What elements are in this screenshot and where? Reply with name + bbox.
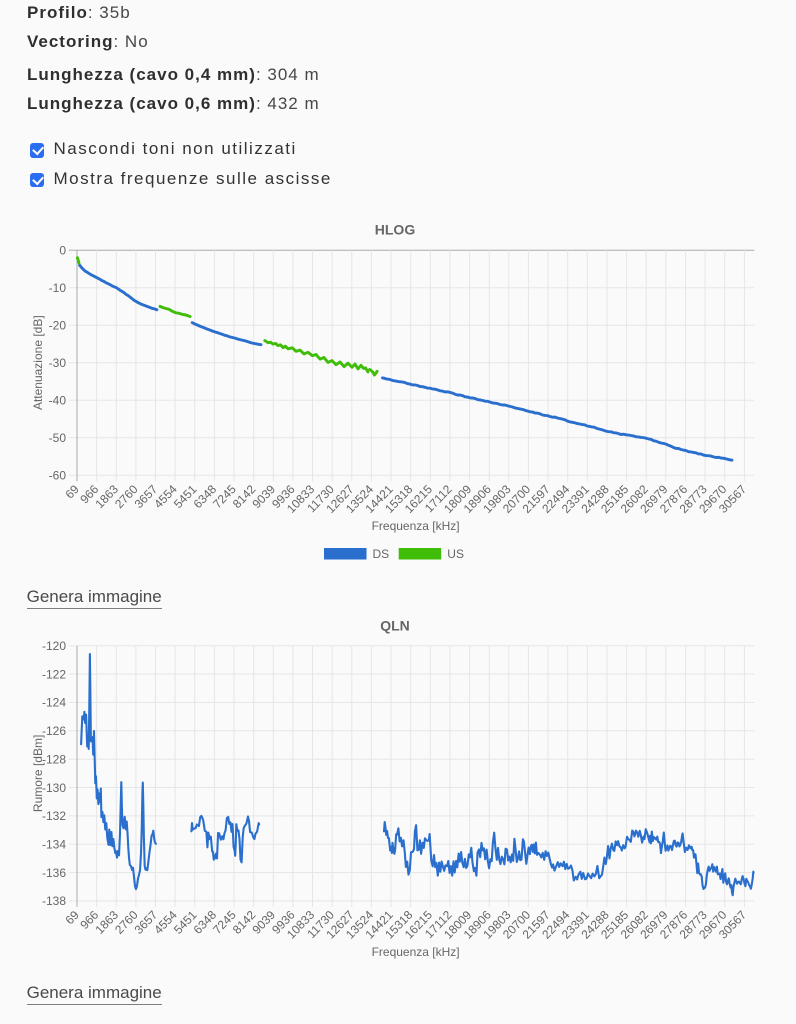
svg-text:-120: -120 — [42, 639, 66, 653]
svg-text:-130: -130 — [42, 781, 66, 795]
svg-text:-50: -50 — [49, 431, 67, 445]
svg-text:HLOG: HLOG — [375, 222, 416, 238]
svg-text:Rumore [dBm]: Rumore [dBm] — [31, 735, 45, 812]
svg-text:-128: -128 — [42, 752, 66, 766]
svg-text:-122: -122 — [42, 667, 66, 681]
svg-text:0: 0 — [59, 243, 66, 257]
svg-text:US: US — [447, 547, 464, 561]
svg-text:-132: -132 — [42, 809, 66, 823]
svg-text:-20: -20 — [49, 318, 67, 332]
svg-text:-126: -126 — [42, 724, 66, 738]
svg-text:-40: -40 — [49, 393, 67, 407]
svg-text:Attenuazione [dB]: Attenuazione [dB] — [31, 315, 45, 410]
svg-text:-138: -138 — [42, 894, 66, 908]
svg-text:-136: -136 — [42, 866, 66, 880]
svg-text:DS: DS — [373, 547, 390, 561]
svg-text:-134: -134 — [42, 838, 66, 852]
svg-text:-10: -10 — [49, 281, 67, 295]
svg-text:QLN: QLN — [380, 617, 410, 633]
svg-text:-60: -60 — [49, 468, 67, 482]
svg-text:Frequenza [kHz]: Frequenza [kHz] — [372, 945, 460, 959]
svg-text:-30: -30 — [49, 356, 67, 370]
svg-text:Frequenza [kHz]: Frequenza [kHz] — [372, 519, 460, 533]
svg-text:-124: -124 — [42, 696, 66, 710]
